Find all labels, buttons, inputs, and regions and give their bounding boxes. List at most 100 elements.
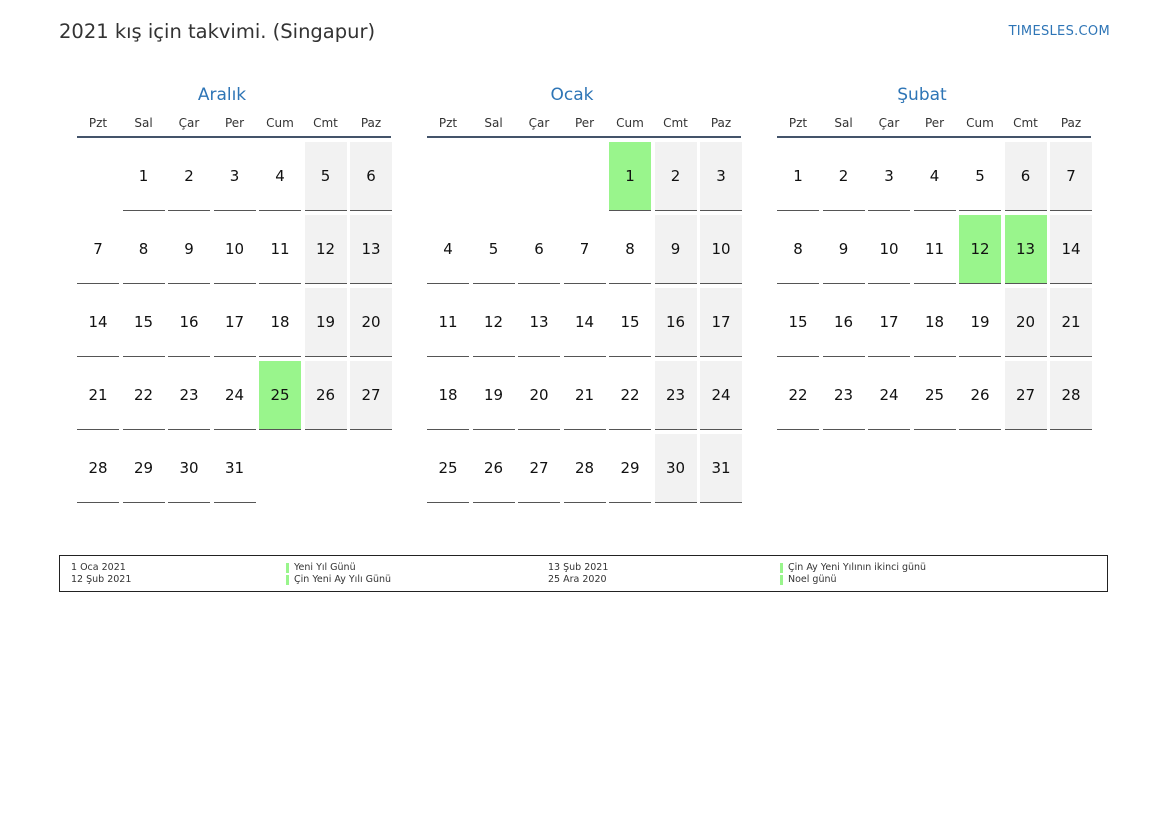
day-cell: 20 [518, 361, 560, 430]
holiday-marker [780, 563, 783, 573]
legend-date: 1 Oca 2021 [71, 562, 126, 573]
weekday-header: Pzt Sal Çar Per Cum Cmt Paz [777, 115, 1091, 138]
day-cell: 19 [472, 361, 515, 430]
day-cell: 10 [213, 215, 256, 284]
day-cell: 29 [122, 434, 165, 503]
legend-holiday: Noel günü [788, 574, 837, 585]
day-cell: 11 [913, 215, 956, 284]
day-cell: 16 [168, 288, 210, 357]
day-cell: 4 [427, 215, 469, 284]
day-cell: 4 [913, 142, 956, 211]
day-cell: 17 [213, 288, 256, 357]
day-cell: 3 [868, 142, 910, 211]
day-cell: 16 [822, 288, 865, 357]
brand-link[interactable]: TIMESLES.COM [1008, 24, 1110, 39]
day-cell: 22 [609, 361, 651, 430]
legend-date: 12 Şub 2021 [71, 574, 132, 585]
day-cell: 3 [700, 142, 742, 211]
day-cell: 26 [304, 361, 347, 430]
weekday-label: Cmt [1013, 116, 1038, 130]
day-cell: 7 [563, 215, 606, 284]
day-cell: 10 [868, 215, 910, 284]
weekday-header: Pzt Sal Çar Per Cum Cmt Paz [77, 115, 391, 138]
day-cell: 2 [654, 142, 697, 211]
day-cell: 15 [609, 288, 651, 357]
day-cell: 13 [518, 288, 560, 357]
day-cell: 23 [168, 361, 210, 430]
day-cell: 21 [1050, 288, 1092, 357]
day-cell: 25 [913, 361, 956, 430]
holiday-day-cell: 13 [1004, 215, 1047, 284]
day-cell: 26 [959, 361, 1001, 430]
day-cell: 1 [122, 142, 165, 211]
weekday-label: Cum [616, 116, 644, 130]
holiday-legend: 1 Oca 2021 12 Şub 2021 Yeni Yıl Günü Çin… [59, 555, 1108, 592]
month-january: Ocak Pzt Sal Çar Per Cum Cmt Paz 1 2 3 4 5 6 7 8 9 10 11… [409, 84, 742, 503]
day-cell: 1 [777, 142, 819, 211]
day-cell: 14 [1050, 215, 1092, 284]
day-cell: 28 [1050, 361, 1092, 430]
holiday-marker [286, 575, 289, 585]
day-cell: 21 [563, 361, 606, 430]
day-cell: 31 [700, 434, 742, 503]
day-cell: 14 [77, 288, 119, 357]
day-cell: 22 [122, 361, 165, 430]
day-cell: 23 [654, 361, 697, 430]
day-cell: 20 [1004, 288, 1047, 357]
day-cell: 15 [777, 288, 819, 357]
day-cell: 16 [654, 288, 697, 357]
month-title: Aralık [197, 85, 247, 105]
weekday-label: Paz [1060, 116, 1082, 130]
day-cell: 21 [77, 361, 119, 430]
day-cell: 18 [259, 288, 301, 357]
day-grid: 1 2 3 4 5 6 7 8 9 10 11 12 13 14 15 16 17 18 19 20 21 22 23 24 2… [77, 142, 392, 503]
weekday-label: Cmt [313, 116, 338, 130]
weekday-label: Per [224, 116, 245, 130]
empty-cell [473, 142, 515, 211]
weekday-label: Paz [710, 116, 732, 130]
holiday-day-cell: 12 [959, 215, 1001, 284]
day-cell: 2 [822, 142, 865, 211]
weekday-label: Çar [178, 116, 200, 130]
day-cell: 9 [822, 215, 865, 284]
day-cell: 20 [350, 288, 392, 357]
day-cell: 4 [259, 142, 301, 211]
day-cell: 18 [427, 361, 469, 430]
day-cell: 18 [913, 288, 956, 357]
weekday-label: Sal [134, 116, 153, 130]
weekday-header: Pzt Sal Çar Per Cum Cmt Paz [427, 115, 741, 138]
day-cell: 11 [259, 215, 301, 284]
month-title: Ocak [550, 85, 594, 105]
day-cell: 28 [563, 434, 606, 503]
day-cell: 19 [959, 288, 1001, 357]
day-cell: 26 [472, 434, 515, 503]
day-cell: 7 [1050, 142, 1092, 211]
legend-holiday: Çin Ay Yeni Yılının ikinci günü [788, 562, 927, 573]
day-cell: 9 [168, 215, 210, 284]
day-cell: 6 [518, 215, 560, 284]
day-cell: 30 [168, 434, 210, 503]
weekday-label: Paz [360, 116, 382, 130]
legend-holiday: Yeni Yıl Günü [294, 562, 356, 573]
day-cell: 13 [350, 215, 392, 284]
weekday-label: Sal [484, 116, 503, 130]
day-cell: 22 [777, 361, 819, 430]
legend-holiday: Çin Yeni Ay Yılı Günü [294, 574, 392, 585]
weekday-label: Cum [266, 116, 294, 130]
weekday-label: Pzt [88, 116, 108, 130]
day-cell: 12 [472, 288, 515, 357]
day-cell: 11 [427, 288, 469, 357]
weekday-label: Cmt [663, 116, 688, 130]
day-cell: 15 [122, 288, 165, 357]
empty-cell [564, 142, 606, 211]
day-cell: 5 [304, 142, 347, 211]
day-cell: 2 [168, 142, 210, 211]
month-february: Şubat Pzt Sal Çar Per Cum Cmt Paz 1 2 3 4 5 6 7 8 9 10 1… [759, 84, 1092, 430]
day-cell: 10 [700, 215, 742, 284]
holiday-marker [780, 575, 783, 585]
day-cell: 7 [77, 215, 119, 284]
day-cell: 30 [654, 434, 697, 503]
day-cell: 8 [122, 215, 165, 284]
holiday-day-cell: 1 [609, 142, 651, 211]
day-cell: 27 [518, 434, 560, 503]
